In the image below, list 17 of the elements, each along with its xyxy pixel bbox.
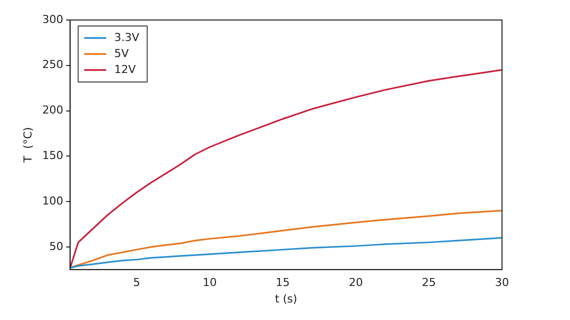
y-axis-title: T (°C) xyxy=(21,127,34,164)
y-tick-label: 300 xyxy=(42,12,64,26)
legend-label: 5V xyxy=(114,46,130,60)
legend-label: 12V xyxy=(114,62,136,76)
x-tick-label: 30 xyxy=(495,276,509,290)
y-tick-label: 200 xyxy=(42,104,64,117)
y-tick-label: 50 xyxy=(49,240,64,253)
legend-label: 3.3V xyxy=(114,30,140,44)
x-tick-label: 15 xyxy=(276,276,290,290)
x-tick-label: 20 xyxy=(348,276,363,290)
y-tick-label: 100 xyxy=(42,194,64,208)
y-tick-label: 150 xyxy=(42,149,64,162)
y-tick-label: 250 xyxy=(42,58,64,72)
x-axis-title: t (s) xyxy=(275,292,298,306)
x-tick-label: 10 xyxy=(202,276,217,290)
x-tick-label: 5 xyxy=(133,276,140,290)
x-tick-label: 25 xyxy=(422,276,436,290)
